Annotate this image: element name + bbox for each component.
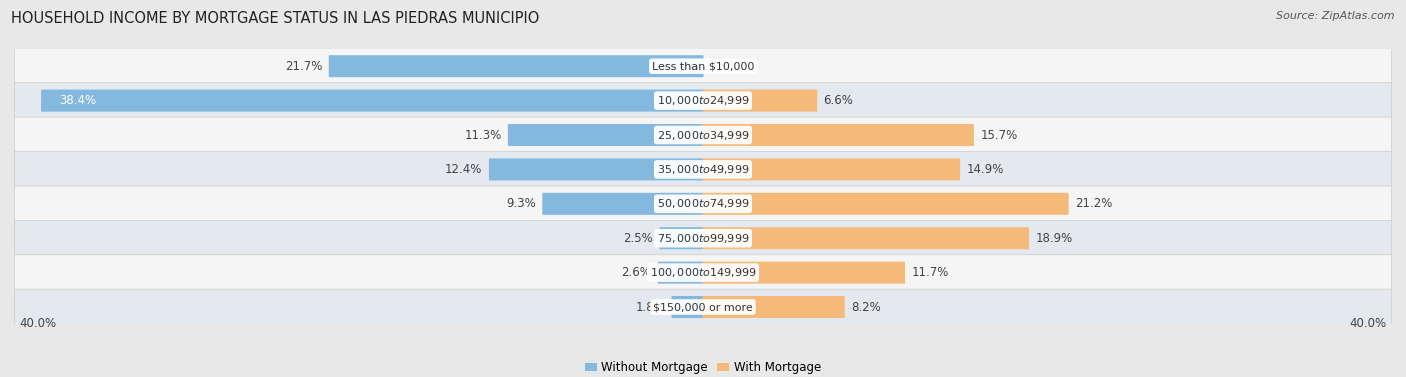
Text: 14.9%: 14.9%	[966, 163, 1004, 176]
FancyBboxPatch shape	[703, 227, 1029, 249]
Text: $50,000 to $74,999: $50,000 to $74,999	[657, 197, 749, 210]
FancyBboxPatch shape	[508, 124, 703, 146]
Text: Source: ZipAtlas.com: Source: ZipAtlas.com	[1277, 11, 1395, 21]
FancyBboxPatch shape	[489, 158, 703, 181]
FancyBboxPatch shape	[703, 124, 974, 146]
Text: $100,000 to $149,999: $100,000 to $149,999	[650, 266, 756, 279]
Text: 38.4%: 38.4%	[59, 94, 96, 107]
Text: 40.0%: 40.0%	[20, 317, 56, 330]
Text: 40.0%: 40.0%	[1350, 317, 1386, 330]
Text: $35,000 to $49,999: $35,000 to $49,999	[657, 163, 749, 176]
Text: 0.0%: 0.0%	[710, 60, 740, 73]
FancyBboxPatch shape	[703, 90, 817, 112]
FancyBboxPatch shape	[329, 55, 703, 77]
FancyBboxPatch shape	[41, 90, 703, 112]
Text: $25,000 to $34,999: $25,000 to $34,999	[657, 129, 749, 141]
Text: 18.9%: 18.9%	[1035, 232, 1073, 245]
Text: Less than $10,000: Less than $10,000	[652, 61, 754, 71]
FancyBboxPatch shape	[703, 296, 845, 318]
Text: 2.6%: 2.6%	[621, 266, 651, 279]
FancyBboxPatch shape	[14, 186, 1392, 222]
Text: 11.3%: 11.3%	[464, 129, 502, 141]
Text: $10,000 to $24,999: $10,000 to $24,999	[657, 94, 749, 107]
FancyBboxPatch shape	[14, 83, 1392, 118]
Text: 8.2%: 8.2%	[851, 300, 882, 314]
Text: 21.7%: 21.7%	[285, 60, 322, 73]
Text: $150,000 or more: $150,000 or more	[654, 302, 752, 312]
Text: 2.5%: 2.5%	[623, 232, 652, 245]
FancyBboxPatch shape	[14, 289, 1392, 325]
FancyBboxPatch shape	[658, 262, 703, 284]
Text: 1.8%: 1.8%	[636, 300, 665, 314]
Text: 12.4%: 12.4%	[446, 163, 482, 176]
FancyBboxPatch shape	[14, 220, 1392, 256]
FancyBboxPatch shape	[703, 158, 960, 181]
Text: 9.3%: 9.3%	[506, 197, 536, 210]
Text: 15.7%: 15.7%	[980, 129, 1018, 141]
FancyBboxPatch shape	[14, 117, 1392, 153]
Legend: Without Mortgage, With Mortgage: Without Mortgage, With Mortgage	[581, 356, 825, 377]
Text: 11.7%: 11.7%	[911, 266, 949, 279]
FancyBboxPatch shape	[703, 193, 1069, 215]
Text: 6.6%: 6.6%	[824, 94, 853, 107]
FancyBboxPatch shape	[543, 193, 703, 215]
FancyBboxPatch shape	[14, 48, 1392, 84]
Text: 21.2%: 21.2%	[1076, 197, 1112, 210]
FancyBboxPatch shape	[703, 262, 905, 284]
Text: $75,000 to $99,999: $75,000 to $99,999	[657, 232, 749, 245]
FancyBboxPatch shape	[672, 296, 703, 318]
FancyBboxPatch shape	[659, 227, 703, 249]
FancyBboxPatch shape	[14, 152, 1392, 187]
FancyBboxPatch shape	[14, 255, 1392, 291]
Text: HOUSEHOLD INCOME BY MORTGAGE STATUS IN LAS PIEDRAS MUNICIPIO: HOUSEHOLD INCOME BY MORTGAGE STATUS IN L…	[11, 11, 540, 26]
